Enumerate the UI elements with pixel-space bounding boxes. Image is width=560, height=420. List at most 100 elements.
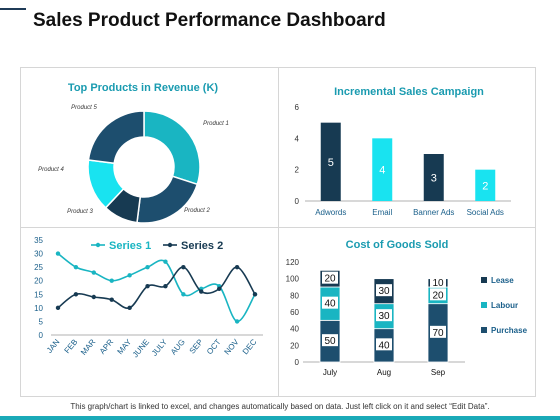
y-tick-label: 0 [39, 331, 44, 340]
x-category-label: Banner Ads [413, 208, 454, 217]
y-tick-label: 25 [34, 263, 43, 272]
y-tick-label: 4 [295, 134, 300, 143]
x-category-label: AUG [169, 338, 187, 357]
y-tick-label: 0 [295, 197, 300, 206]
title-accent-line [0, 8, 26, 10]
series-point [55, 251, 61, 256]
y-tick-label: 20 [290, 341, 299, 350]
incremental-sales-bar-chart[interactable]: Incremental Sales Campaign 0 2 4 6 5 Adwords 4 E… [279, 68, 535, 226]
legend-swatch-point [95, 242, 101, 248]
legend-label: Lease [491, 276, 514, 285]
page-title: Sales Product Performance Dashboard [33, 10, 386, 31]
y-tick-label: 30 [34, 250, 43, 259]
x-category-label: JULY [150, 337, 170, 358]
series-point [145, 264, 150, 270]
y-tick-label: 0 [295, 358, 300, 367]
stack-data-label: 40 [378, 340, 390, 351]
series-point [109, 278, 114, 283]
slice-label: Product 2 [184, 208, 210, 214]
donut-slice [87, 110, 145, 165]
legend-swatch [481, 277, 487, 283]
donut-slice [136, 175, 199, 224]
legend-label: Series 1 [109, 240, 151, 252]
x-category-label: FEB [63, 338, 80, 356]
chart-title: Top Products in Revenue (K) [68, 82, 218, 94]
series-point [109, 297, 114, 302]
x-category-label: OCT [205, 337, 223, 356]
y-tick-label: 6 [295, 103, 300, 112]
series-point [91, 270, 97, 275]
x-category-label: Adwords [315, 208, 346, 217]
y-tick-label: 35 [34, 236, 43, 245]
x-category-label: JUNE [131, 338, 151, 360]
x-category-label: JAN [45, 337, 62, 355]
data-label-box [376, 309, 392, 322]
campaign-bar [423, 154, 444, 201]
y-tick-label: 120 [286, 258, 300, 267]
y-tick-label: 15 [34, 290, 43, 299]
data-label-box [322, 296, 338, 309]
y-tick-label: 20 [34, 277, 43, 286]
x-category-label: Aug [377, 368, 391, 377]
campaign-bar [475, 169, 496, 201]
x-category-label: MAR [79, 337, 97, 357]
top-products-donut-chart[interactable]: Top Products in Revenue (K) Product 1 Prod… [21, 68, 277, 226]
series-point [163, 259, 168, 264]
series-line [57, 252, 256, 323]
x-category-label: Social Ads [467, 208, 504, 217]
bar-data-label: 3 [431, 173, 437, 185]
cost-of-goods-stacked-chart[interactable]: Cost of Goods Sold 0 20 40 60 80 100 120 50 40 20 J… [279, 228, 535, 396]
panel-divider-vertical [278, 67, 279, 397]
x-category-label: DEC [241, 337, 259, 356]
data-label-box [376, 338, 392, 351]
data-label-box [430, 325, 446, 338]
stack-data-label: 20 [324, 274, 336, 285]
legend-label: Series 2 [181, 240, 223, 252]
slice-label: Product 4 [38, 167, 64, 173]
legend-label: Labour [491, 301, 518, 310]
campaign-bar [320, 122, 341, 201]
y-tick-label: 5 [39, 317, 44, 326]
y-tick-label: 40 [290, 325, 299, 334]
series-point [55, 305, 61, 311]
slice-label: Product 1 [203, 121, 229, 127]
legend-swatch [481, 302, 487, 308]
series-point [73, 292, 79, 297]
footer-note: This graph/chart is linked to excel, and… [70, 402, 490, 411]
series-point [181, 264, 186, 270]
slice-label: Product 3 [67, 209, 93, 215]
y-tick-label: 80 [290, 291, 299, 300]
y-tick-label: 60 [290, 308, 299, 317]
series-line [57, 266, 256, 310]
bottom-accent-bar [0, 416, 560, 420]
bar-data-label: 4 [379, 165, 385, 177]
x-category-label: SEP [188, 338, 205, 356]
series-point [234, 319, 240, 324]
chart-title: Cost of Goods Sold [346, 239, 449, 251]
x-category-label: July [323, 368, 337, 377]
x-category-label: Sep [431, 368, 446, 377]
stack-data-label: 50 [324, 336, 336, 347]
data-label-box [322, 271, 338, 284]
series-point [234, 264, 240, 270]
data-label-box [430, 288, 446, 301]
stack-data-label: 10 [432, 278, 444, 289]
bar-data-label: 2 [482, 180, 488, 192]
legend-swatch [481, 327, 487, 333]
slice-label: Product 5 [71, 105, 97, 111]
donut-slice [143, 110, 201, 186]
series-point [252, 292, 258, 297]
campaign-bar [372, 138, 393, 201]
stack-data-label: 40 [324, 299, 336, 310]
y-tick-label: 100 [286, 275, 300, 284]
stack-data-label: 30 [378, 311, 390, 322]
series-point [181, 292, 186, 297]
series-point [199, 289, 204, 294]
data-label-box [376, 284, 392, 297]
legend-swatch-point [167, 242, 173, 248]
x-category-label: NOV [223, 337, 241, 357]
chart-title: Incremental Sales Campaign [334, 86, 484, 98]
series-point [127, 273, 132, 278]
series-point [163, 283, 168, 289]
